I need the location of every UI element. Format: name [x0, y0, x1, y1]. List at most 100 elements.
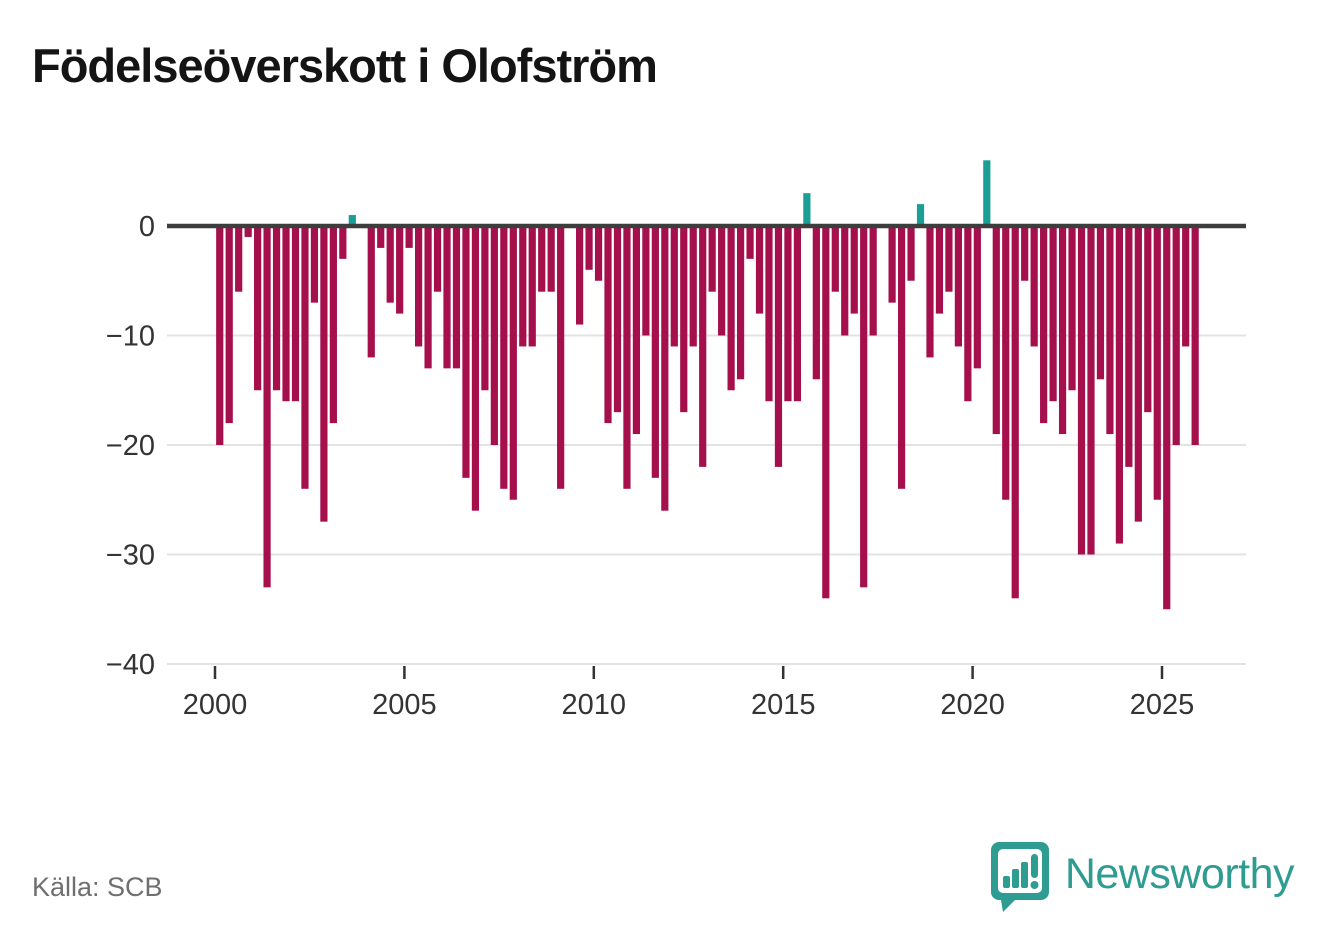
bar-2008-Q2	[528, 226, 536, 347]
bar-2007-Q3	[500, 226, 508, 489]
bar-2004-Q4	[396, 226, 404, 314]
bar-2000-Q2	[225, 226, 233, 424]
bar-2023-Q3	[1106, 226, 1114, 435]
bar-2008-Q4	[547, 226, 555, 292]
bar-2021-Q2	[1021, 226, 1029, 281]
bar-2013-Q3	[727, 226, 735, 391]
bar-2024-Q2	[1134, 226, 1142, 522]
bar-2021-Q1	[1011, 226, 1019, 599]
bar-2006-Q2	[452, 226, 461, 369]
newsworthy-brand: Newsworthy	[989, 840, 1295, 914]
bar-2005-Q2	[415, 226, 423, 347]
bar-2019-Q1	[935, 226, 944, 314]
bar-2001-Q3	[272, 226, 281, 391]
bar-2006-Q3	[462, 226, 470, 478]
bar-2009-Q3	[576, 226, 584, 325]
bar-2010-Q2	[604, 226, 612, 424]
bar-2022-Q2	[1058, 226, 1067, 435]
bar-2017-Q4	[888, 226, 896, 303]
bar-2023-Q4	[1115, 226, 1123, 544]
bar-2013-Q4	[736, 226, 745, 380]
bar-2000-Q1	[216, 226, 224, 445]
bar-2013-Q2	[718, 226, 726, 336]
bar-2014-Q2	[755, 226, 764, 314]
bar-2002-Q3	[310, 226, 319, 303]
x-axis-label-2000: 2000	[183, 689, 248, 721]
x-axis-label-2010: 2010	[562, 689, 627, 721]
y-axis-label--20: −20	[106, 430, 155, 462]
bar-2010-Q4	[623, 226, 631, 489]
bar-2025-Q1	[1163, 226, 1171, 610]
bar-2020-Q2	[983, 160, 991, 226]
bar-2025-Q3	[1182, 226, 1190, 347]
bar-2001-Q1	[254, 226, 262, 391]
bar-2015-Q3	[803, 193, 811, 226]
bar-2013-Q1	[708, 226, 716, 292]
bar-2006-Q1	[443, 226, 451, 369]
bar-2011-Q4	[661, 226, 669, 511]
bar-2003-Q2	[339, 226, 347, 259]
bar-2011-Q1	[632, 226, 641, 435]
bar-2024-Q3	[1144, 226, 1152, 413]
bar-2001-Q4	[282, 226, 290, 402]
bar-2019-Q3	[954, 226, 962, 347]
bar-2012-Q1	[670, 226, 678, 347]
page-title: Födelseöverskott i Olofström	[32, 39, 658, 92]
y-axis-label-0: 0	[139, 211, 155, 243]
bar-2023-Q2	[1096, 226, 1105, 380]
bar-2011-Q3	[651, 226, 659, 478]
bar-2005-Q4	[433, 226, 442, 292]
bar-2020-Q3	[992, 226, 1000, 435]
bar-2016-Q1	[822, 226, 830, 599]
bar-2021-Q3	[1030, 226, 1038, 347]
bar-2016-Q3	[841, 226, 849, 336]
bar-2000-Q3	[235, 226, 243, 292]
y-axis-label--40: −40	[106, 649, 155, 681]
y-axis-label--30: −30	[106, 540, 155, 572]
bar-2018-Q4	[926, 226, 934, 358]
bar-2025-Q2	[1172, 226, 1180, 445]
x-axis-label-2025: 2025	[1130, 689, 1195, 721]
y-axis-label--10: −10	[106, 321, 155, 353]
bar-2014-Q1	[746, 226, 754, 259]
bar-2004-Q3	[386, 226, 394, 303]
bar-2016-Q2	[831, 226, 839, 292]
bar-2024-Q4	[1153, 226, 1161, 500]
bar-2025-Q4	[1191, 226, 1199, 445]
bar-2017-Q2	[869, 226, 877, 336]
source-note: Källa: SCB	[32, 872, 163, 902]
bar-2007-Q1	[481, 226, 489, 391]
newsworthy-wordmark: Newsworthy	[1064, 849, 1295, 898]
bar-2015-Q2	[793, 226, 802, 402]
bar-2014-Q4	[774, 226, 783, 467]
bar-2004-Q1	[367, 226, 375, 358]
bar-2008-Q1	[519, 226, 527, 347]
bar-2020-Q1	[973, 226, 981, 369]
x-axis-label-2005: 2005	[372, 689, 437, 721]
bar-2009-Q4	[585, 226, 593, 270]
bar-2019-Q2	[945, 226, 953, 292]
bar-2003-Q3	[348, 215, 356, 226]
chart-svg: 0 −10 −20 −30 −40 2000 2005 2010 2015 2020 2025	[106, 160, 1246, 721]
bar-2022-Q3	[1068, 226, 1076, 391]
bar-2005-Q1	[405, 226, 413, 248]
bar-2009-Q1	[557, 226, 565, 489]
bar-2022-Q4	[1077, 226, 1086, 555]
bar-2005-Q3	[424, 226, 432, 369]
bar-2007-Q2	[490, 226, 498, 445]
bar-2023-Q1	[1087, 226, 1095, 555]
bar-2008-Q3	[538, 226, 546, 292]
bar-2021-Q4	[1040, 226, 1048, 424]
bar-2016-Q4	[850, 226, 858, 314]
x-axis-label-2015: 2015	[751, 689, 816, 721]
bar-2012-Q2	[680, 226, 688, 413]
bar-2024-Q1	[1125, 226, 1133, 467]
x-axis-label-2020: 2020	[940, 689, 1005, 721]
bar-2002-Q4	[320, 226, 328, 522]
bar-2015-Q4	[812, 226, 820, 380]
bar-2002-Q1	[291, 226, 300, 402]
bar-2011-Q2	[642, 226, 650, 336]
bar-2012-Q4	[699, 226, 707, 467]
bar-2000-Q4	[244, 226, 252, 237]
bar-2017-Q1	[860, 226, 868, 588]
